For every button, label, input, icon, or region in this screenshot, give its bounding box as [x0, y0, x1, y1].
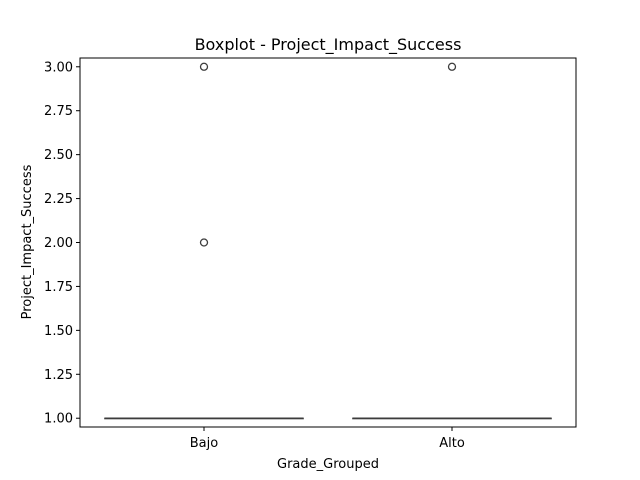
- plot-area: [104, 62, 552, 420]
- outlier-point: [199, 238, 209, 247]
- box-bajo: [104, 62, 304, 420]
- y-tick-label: 1.00: [44, 412, 73, 427]
- axes-frame: [79, 57, 577, 428]
- y-tick-label: 2.00: [44, 236, 73, 251]
- y-tick-label: 3.00: [44, 60, 73, 75]
- outlier-point: [199, 62, 209, 71]
- y-axis: 1.00 1.25 1.50 1.75 2.00 2.25 2.50 2.75 3.00: [44, 60, 80, 427]
- y-tick-label: 1.25: [44, 368, 73, 383]
- chart-title: Boxplot - Project_Impact_Success: [195, 35, 462, 55]
- y-tick-label: 2.25: [44, 192, 73, 207]
- y-tick-label: 1.50: [44, 324, 73, 339]
- x-tick-label: Bajo: [190, 436, 218, 451]
- x-tick-label: Alto: [439, 436, 465, 451]
- y-tick-label: 2.75: [44, 104, 73, 119]
- y-axis-label: Project_Impact_Success: [20, 164, 35, 319]
- y-tick-label: 2.50: [44, 148, 73, 163]
- x-axis: Bajo Alto: [190, 427, 465, 451]
- outlier-point: [447, 62, 457, 71]
- x-axis-label: Grade_Grouped: [277, 457, 379, 472]
- y-tick-label: 1.75: [44, 280, 73, 295]
- box-alto: [352, 62, 552, 420]
